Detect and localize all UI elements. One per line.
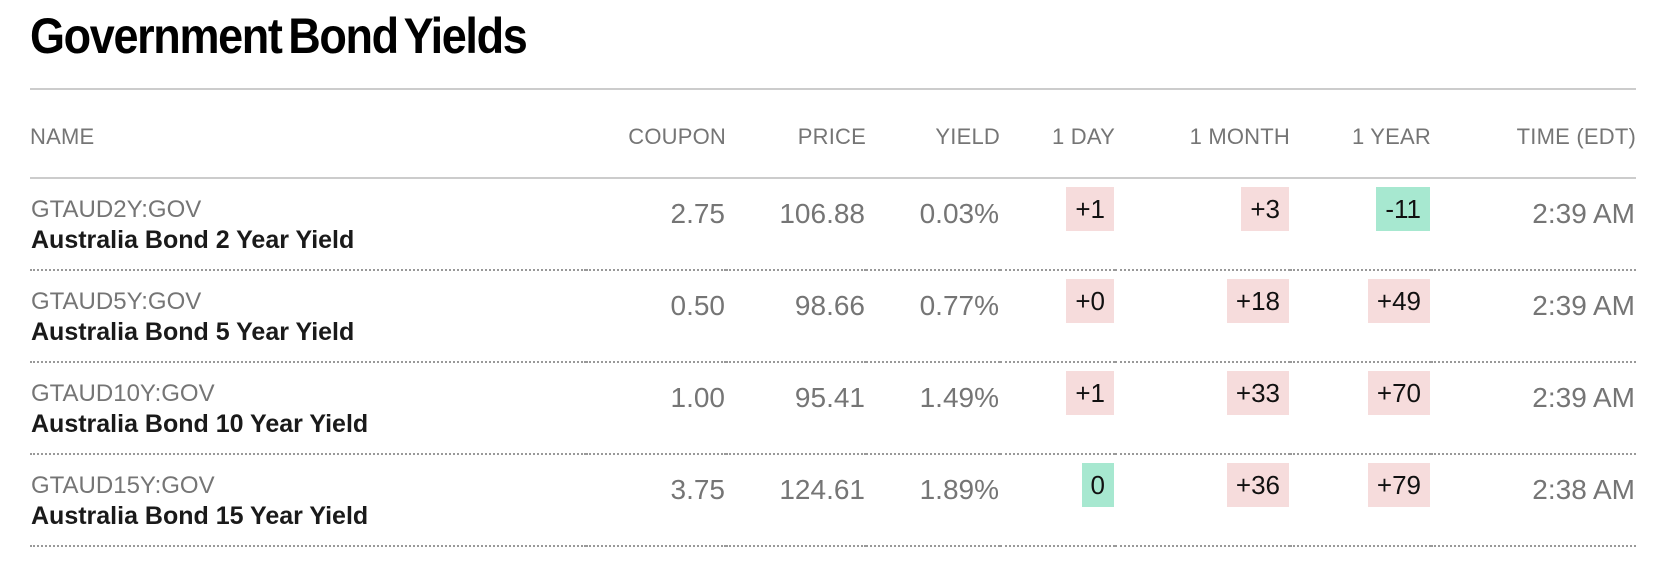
column-header-yield: YIELD xyxy=(866,90,1000,179)
change-1day-badge: +1 xyxy=(1066,187,1114,231)
header-row: NAME COUPON PRICE YIELD 1 DAY 1 MONTH 1 … xyxy=(30,90,1636,179)
table-row: GTAUD15Y:GOV Australia Bond 15 Year Yiel… xyxy=(30,454,1636,547)
table-row: GTAUD10Y:GOV Australia Bond 10 Year Yiel… xyxy=(30,362,1636,455)
bond-yields-table: NAME COUPON PRICE YIELD 1 DAY 1 MONTH 1 … xyxy=(30,90,1636,547)
change-1day-badge: +1 xyxy=(1066,371,1114,415)
yield-value: 1.49% xyxy=(866,362,1000,455)
change-1month-badge: +33 xyxy=(1226,371,1289,415)
coupon-value: 2.75 xyxy=(586,178,726,271)
change-1month-badge: +18 xyxy=(1226,279,1289,323)
page-title: Government Bond Yields xyxy=(30,8,528,64)
price-value: 95.41 xyxy=(726,362,866,455)
bond-link[interactable]: GTAUD2Y:GOV Australia Bond 2 Year Yield xyxy=(30,178,586,271)
table-row: GTAUD5Y:GOV Australia Bond 5 Year Yield … xyxy=(30,270,1636,363)
time-value: 2:39 AM xyxy=(1431,362,1636,455)
bond-yields-section: Government Bond Yields NAME COUPON PRICE… xyxy=(30,0,1636,547)
table-header: NAME COUPON PRICE YIELD 1 DAY 1 MONTH 1 … xyxy=(30,90,1636,179)
bond-ticker: GTAUD2Y:GOV xyxy=(31,196,202,223)
table-body: GTAUD2Y:GOV Australia Bond 2 Year Yield … xyxy=(30,178,1636,547)
change-1day-cell: +1 xyxy=(1000,178,1115,271)
change-1month-badge: +3 xyxy=(1241,187,1289,231)
column-header-price: PRICE xyxy=(726,90,866,179)
column-header-1year: 1 YEAR xyxy=(1290,90,1431,179)
bond-ticker: GTAUD5Y:GOV xyxy=(31,288,202,315)
bond-name: Australia Bond 15 Year Yield xyxy=(31,502,369,530)
time-value: 2:39 AM xyxy=(1431,178,1636,271)
change-1day-badge: +0 xyxy=(1066,279,1114,323)
yield-value: 0.03% xyxy=(866,178,1000,271)
column-header-coupon: COUPON xyxy=(586,90,726,179)
change-1year-badge: +49 xyxy=(1367,279,1430,323)
bond-link[interactable]: GTAUD10Y:GOV Australia Bond 10 Year Yiel… xyxy=(30,362,586,455)
change-1day-cell: +0 xyxy=(1000,270,1115,363)
column-header-name: NAME xyxy=(30,90,586,179)
price-value: 124.61 xyxy=(726,454,866,547)
change-1month-cell: +3 xyxy=(1115,178,1290,271)
change-1year-cell: -11 xyxy=(1290,178,1431,271)
change-1year-cell: +49 xyxy=(1290,270,1431,363)
bond-ticker: GTAUD10Y:GOV xyxy=(31,380,215,407)
change-1month-cell: +36 xyxy=(1115,454,1290,547)
change-1month-cell: +18 xyxy=(1115,270,1290,363)
time-value: 2:39 AM xyxy=(1431,270,1636,363)
table-row: GTAUD2Y:GOV Australia Bond 2 Year Yield … xyxy=(30,178,1636,271)
bond-ticker: GTAUD15Y:GOV xyxy=(31,472,215,499)
change-1year-badge: -11 xyxy=(1376,187,1430,231)
column-header-1day: 1 DAY xyxy=(1000,90,1115,179)
change-1month-cell: +33 xyxy=(1115,362,1290,455)
change-1month-badge: +36 xyxy=(1226,463,1289,507)
yield-value: 0.77% xyxy=(866,270,1000,363)
change-1day-badge: 0 xyxy=(1081,463,1114,507)
price-value: 98.66 xyxy=(726,270,866,363)
column-header-time: TIME (EDT) xyxy=(1431,90,1636,179)
price-value: 106.88 xyxy=(726,178,866,271)
coupon-value: 1.00 xyxy=(586,362,726,455)
change-1day-cell: +1 xyxy=(1000,362,1115,455)
change-1year-cell: +79 xyxy=(1290,454,1431,547)
bond-link[interactable]: GTAUD5Y:GOV Australia Bond 5 Year Yield xyxy=(30,270,586,363)
bond-link[interactable]: GTAUD15Y:GOV Australia Bond 15 Year Yiel… xyxy=(30,454,586,547)
change-1year-badge: +79 xyxy=(1367,463,1430,507)
section-header: Government Bond Yields xyxy=(30,0,1636,90)
bond-name: Australia Bond 5 Year Yield xyxy=(31,318,355,346)
column-header-1month: 1 MONTH xyxy=(1115,90,1290,179)
coupon-value: 0.50 xyxy=(586,270,726,363)
coupon-value: 3.75 xyxy=(586,454,726,547)
change-1year-badge: +70 xyxy=(1367,371,1430,415)
change-1year-cell: +70 xyxy=(1290,362,1431,455)
yield-value: 1.89% xyxy=(866,454,1000,547)
bond-name: Australia Bond 10 Year Yield xyxy=(31,410,369,438)
change-1day-cell: 0 xyxy=(1000,454,1115,547)
time-value: 2:38 AM xyxy=(1431,454,1636,547)
bond-name: Australia Bond 2 Year Yield xyxy=(31,226,355,254)
